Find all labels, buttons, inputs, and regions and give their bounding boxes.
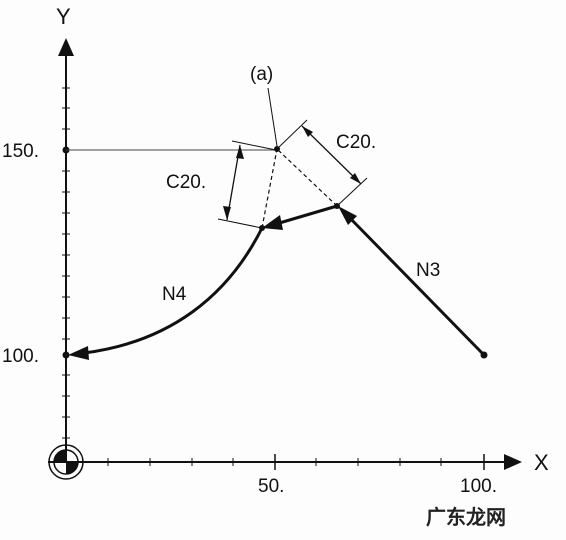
n3-extension-dashed (276, 148, 338, 207)
corner-marker-leader (267, 87, 278, 147)
n4-toolpath (68, 227, 264, 360)
chamfer-start-point (334, 203, 340, 209)
n3-label: N3 (416, 260, 440, 281)
x-axis-arrowhead (504, 454, 522, 470)
y-axis (58, 38, 74, 462)
vertical-chamfer-dimension (217, 140, 277, 229)
y-tick-dot-100 (62, 351, 70, 359)
n3-start-point (480, 351, 488, 359)
x-tick-label-50: 50. (258, 476, 284, 497)
x-axis (48, 454, 522, 470)
corner-marker-label: (a) (250, 64, 273, 85)
watermark-text: 广东龙网 (426, 505, 506, 529)
vertical-chamfer-label: C20. (166, 172, 206, 193)
y-axis-label: Y (56, 4, 71, 29)
y-tick-label-100: 100. (2, 346, 39, 367)
y-axis-arrowhead (58, 38, 74, 56)
origin-reference-icon (48, 444, 84, 480)
x-axis-label: X (534, 450, 549, 475)
y-tick-label-150: 150. (2, 141, 39, 162)
diagonal-chamfer-dimension (276, 119, 368, 207)
x-tick-label-100: 100. (460, 476, 497, 497)
n4-label: N4 (162, 284, 187, 305)
chamfer-toolpath (259, 203, 340, 231)
n3-toolpath (338, 206, 488, 359)
n4-extension-dashed (261, 148, 278, 229)
diagonal-chamfer-label: C20. (336, 132, 376, 153)
